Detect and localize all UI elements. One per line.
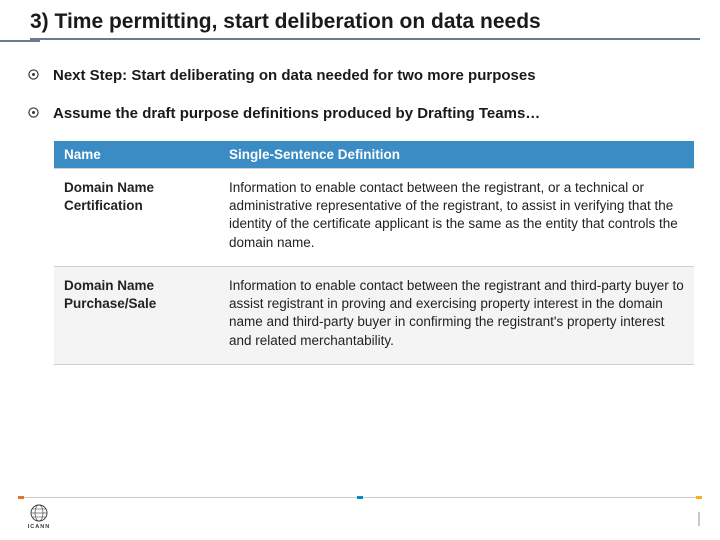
bullet-text: Assume the draft purpose definitions pro…: [53, 104, 540, 124]
table-header-row: Name Single-Sentence Definition: [54, 141, 694, 169]
title-rule-left: [0, 40, 40, 42]
table-row: Domain Name Certification Information to…: [54, 169, 694, 267]
footer-seg-mid: [357, 496, 363, 499]
content-area: Next Step: Start deliberating on data ne…: [0, 46, 720, 365]
cell-definition: Information to enable contact between th…: [219, 169, 694, 267]
bullet-text: Next Step: Start deliberating on data ne…: [53, 66, 536, 86]
col-name: Name: [54, 141, 219, 169]
definitions-table: Name Single-Sentence Definition Domain N…: [54, 141, 694, 365]
footer-seg-right: [696, 496, 702, 499]
cell-definition: Information to enable contact between th…: [219, 266, 694, 364]
slide-title: 3) Time permitting, start deliberation o…: [30, 10, 700, 34]
table-row: Domain Name Purchase/Sale Information to…: [54, 266, 694, 364]
cell-name: Domain Name Purchase/Sale: [54, 266, 219, 364]
bullet-item: Next Step: Start deliberating on data ne…: [28, 66, 692, 86]
globe-icon: [29, 503, 49, 523]
bullet-item: Assume the draft purpose definitions pro…: [28, 104, 692, 124]
icann-logo: ICANN: [26, 503, 52, 530]
target-bullet-icon: [28, 69, 39, 80]
col-definition: Single-Sentence Definition: [219, 141, 694, 169]
page-divider-mark: [698, 512, 700, 526]
cell-name: Domain Name Certification: [54, 169, 219, 267]
title-underline: [30, 38, 700, 40]
target-bullet-icon: [28, 107, 39, 118]
footer-seg-left: [18, 496, 24, 499]
logo-text: ICANN: [26, 524, 52, 530]
title-block: 3) Time permitting, start deliberation o…: [0, 0, 720, 46]
footer-rule: [18, 497, 702, 498]
